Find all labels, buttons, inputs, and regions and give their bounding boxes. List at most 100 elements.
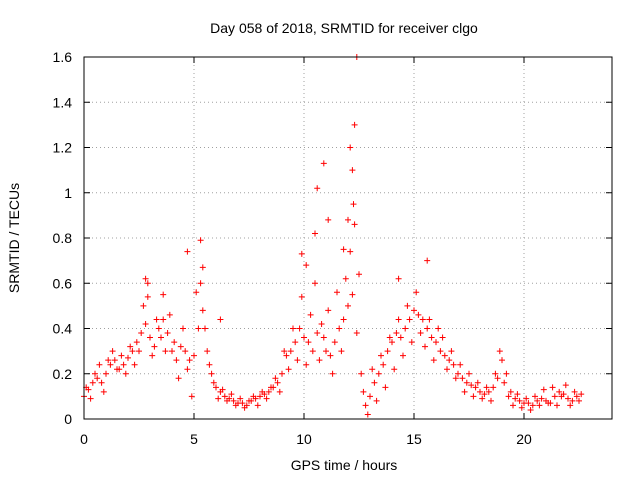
y-tick-label: 0.2 bbox=[53, 366, 73, 382]
data-point bbox=[466, 370, 472, 377]
data-point bbox=[406, 316, 413, 323]
data-point bbox=[446, 357, 453, 364]
data-point bbox=[516, 397, 523, 404]
data-point bbox=[296, 325, 303, 332]
data-point bbox=[105, 357, 112, 364]
data-point bbox=[518, 404, 525, 411]
data-point bbox=[188, 393, 195, 400]
data-point bbox=[391, 366, 398, 373]
data-point bbox=[340, 316, 347, 323]
data-point bbox=[173, 357, 180, 364]
data-point bbox=[254, 402, 261, 409]
data-point bbox=[331, 339, 338, 346]
data-point bbox=[369, 366, 376, 373]
data-point bbox=[184, 248, 191, 255]
data-point bbox=[470, 393, 477, 400]
data-point bbox=[191, 352, 197, 359]
data-point bbox=[435, 325, 442, 332]
data-point bbox=[362, 402, 369, 409]
data-point bbox=[347, 248, 354, 255]
data-point bbox=[96, 361, 103, 368]
data-point bbox=[351, 121, 358, 128]
data-point bbox=[294, 357, 301, 364]
data-point bbox=[301, 334, 307, 341]
y-tick-label: 0.6 bbox=[53, 275, 73, 291]
data-point bbox=[523, 395, 530, 402]
data-point bbox=[424, 325, 431, 332]
data-point bbox=[327, 352, 334, 359]
data-point bbox=[197, 237, 204, 244]
data-point bbox=[496, 348, 503, 355]
data-point bbox=[342, 275, 349, 282]
data-point bbox=[202, 325, 208, 332]
data-point bbox=[375, 370, 382, 377]
data-point bbox=[494, 375, 501, 382]
y-tick-label: 1.4 bbox=[53, 94, 73, 110]
data-point bbox=[303, 262, 310, 269]
x-tick-label: 15 bbox=[406, 431, 422, 447]
data-point bbox=[320, 334, 327, 341]
data-point bbox=[527, 406, 534, 413]
data-point bbox=[422, 343, 428, 350]
data-point bbox=[144, 280, 151, 287]
data-point bbox=[325, 216, 332, 223]
data-point bbox=[437, 348, 444, 355]
data-point bbox=[505, 393, 512, 400]
data-point bbox=[149, 352, 156, 359]
data-point bbox=[118, 352, 125, 359]
data-point bbox=[540, 386, 547, 393]
data-point bbox=[338, 348, 345, 355]
data-point bbox=[397, 334, 404, 341]
data-point bbox=[111, 357, 118, 364]
data-point bbox=[452, 375, 459, 382]
data-point bbox=[402, 325, 409, 332]
data-point bbox=[411, 307, 417, 314]
data-point bbox=[444, 366, 450, 373]
data-point bbox=[477, 388, 483, 395]
data-point bbox=[389, 339, 395, 346]
data-point bbox=[382, 384, 389, 391]
data-point bbox=[367, 393, 373, 400]
data-point bbox=[576, 397, 582, 404]
data-point bbox=[380, 361, 387, 368]
data-point bbox=[567, 402, 574, 409]
data-point bbox=[314, 185, 321, 192]
data-point bbox=[109, 348, 116, 355]
data-point bbox=[483, 384, 490, 391]
data-point bbox=[525, 400, 532, 407]
data-point bbox=[257, 393, 263, 400]
y-tick-label: 0.8 bbox=[53, 230, 73, 246]
data-point bbox=[312, 280, 318, 287]
data-point bbox=[182, 348, 189, 355]
data-point bbox=[283, 352, 290, 359]
data-point bbox=[554, 402, 560, 409]
data-point bbox=[221, 393, 228, 400]
data-point bbox=[166, 311, 173, 318]
data-point bbox=[89, 379, 96, 386]
data-point bbox=[439, 334, 446, 341]
data-point bbox=[292, 339, 299, 346]
data-point bbox=[479, 395, 486, 402]
data-point bbox=[501, 379, 508, 386]
data-point bbox=[272, 375, 279, 382]
data-point bbox=[309, 348, 316, 355]
data-point bbox=[147, 334, 153, 341]
data-point bbox=[246, 397, 252, 404]
data-point bbox=[395, 316, 402, 323]
data-point bbox=[274, 379, 281, 386]
data-point bbox=[199, 264, 206, 271]
data-point bbox=[455, 370, 461, 377]
data-point bbox=[507, 388, 514, 395]
data-point bbox=[175, 375, 182, 382]
data-point bbox=[461, 388, 468, 395]
x-tick-label: 20 bbox=[516, 431, 532, 447]
data-point bbox=[230, 397, 237, 404]
data-point bbox=[514, 391, 521, 398]
data-point bbox=[334, 289, 340, 296]
data-point bbox=[325, 307, 332, 314]
y-tick-label: 0.4 bbox=[53, 321, 73, 337]
data-point bbox=[107, 361, 114, 368]
data-point bbox=[208, 370, 215, 377]
data-point bbox=[481, 391, 488, 398]
data-point bbox=[532, 393, 538, 400]
